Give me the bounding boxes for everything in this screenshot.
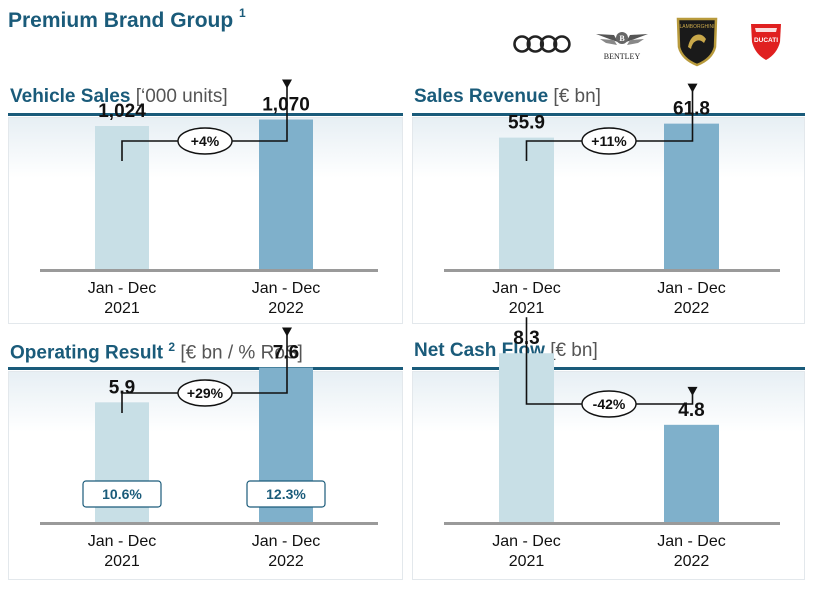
sales-revenue-tick-label-period-2021: Jan - Dec [492, 280, 560, 297]
sales-revenue-chart: 55.9 Jan - Dec 2021 61.8 Jan - Dec 2022 +11% [444, 83, 780, 317]
net-cash-flow-rule [412, 367, 805, 370]
operating-result-ros-label-2022: 12.3% [266, 486, 306, 502]
operating-result-tick-label-year-2022: 2022 [268, 553, 304, 570]
operating-result-ros-label-2021: 10.6% [102, 486, 142, 502]
operating-result-tick-label-period-2022: Jan - Dec [252, 533, 320, 550]
net-cash-flow-change-label: -42% [593, 396, 626, 412]
net-cash-flow-bar-2022 [664, 424, 719, 523]
operating-result-title-text: Operating Result [10, 342, 164, 364]
sales-revenue-title-text: Sales Revenue [414, 86, 549, 107]
vehicle-sales-tick-label-period-2021: Jan - Dec [88, 280, 156, 297]
operating-result-change-arrowhead [282, 327, 292, 337]
operating-result-ros-box-2021 [82, 480, 162, 508]
net-cash-flow-tick-label-period-2021: Jan - Dec [492, 533, 560, 550]
sales-revenue-tick-label-year-2021: 2021 [509, 300, 545, 317]
net-cash-flow-change-bubble [581, 390, 637, 418]
operating-result-ros-box-2022 [246, 480, 326, 508]
sales-revenue-unit: [€ bn] [553, 86, 601, 107]
vehicle-sales-change-arrowhead [282, 79, 292, 89]
net-cash-flow-tick-label-year-2021: 2021 [509, 553, 545, 570]
sales-revenue-rule [412, 113, 805, 116]
brand-logos: B BENTLEY LAMBORGHINI DUCATI [0, 15, 813, 70]
net-cash-flow-tick-label-year-2022: 2022 [674, 553, 710, 570]
vehicle-sales-tick-label-year-2022: 2022 [268, 300, 304, 317]
net-cash-flow-value-label-2022: 4.8 [678, 400, 704, 421]
sales-revenue-value-label-2021: 55.9 [508, 113, 545, 134]
operating-result-change-bubble [177, 379, 233, 407]
sales-revenue-value-label-2022: 61.8 [673, 99, 710, 120]
title-footnote: 1 [239, 6, 246, 20]
sales-revenue-tick-label-year-2022: 2022 [674, 300, 710, 317]
bentley-wordmark: BENTLEY [604, 52, 641, 61]
vehicle-sales-chart: 1,024 Jan - Dec 2021 1,070 Jan - Dec 2022 +4% [40, 79, 378, 317]
ducati-wordmark: DUCATI [754, 37, 778, 44]
sales-revenue-change-bubble [581, 127, 637, 155]
vehicle-sales-title-text: Vehicle Sales [10, 86, 131, 107]
operating-result-unit: [€ bn / % RoS] [180, 342, 303, 364]
net-cash-flow-unit: [€ bn] [550, 340, 598, 361]
page-title: Premium Brand Group 1 [8, 6, 246, 33]
operating-result-tick-label-year-2021: 2021 [104, 553, 140, 570]
sales-revenue-title: Sales Revenue [€ bn] [414, 86, 601, 108]
operating-result-title: Operating Result 2 [€ bn / % RoS] [10, 340, 303, 364]
vehicle-sales-tick-label-year-2021: 2021 [104, 300, 140, 317]
operating-result-change-label: +29% [187, 385, 224, 401]
svg-text:B: B [619, 34, 625, 43]
sales-revenue-bar-2022 [664, 123, 719, 270]
vehicle-sales-change-bubble [177, 127, 233, 155]
sales-revenue-change-label: +11% [591, 133, 627, 149]
vehicle-sales-tick-label-period-2022: Jan - Dec [252, 280, 320, 297]
vehicle-sales-title: Vehicle Sales [‘000 units] [10, 86, 228, 108]
sales-revenue-tick-label-period-2022: Jan - Dec [657, 280, 725, 297]
ducati-shield-icon: DUCATI [751, 24, 781, 60]
audi-rings-icon [513, 35, 571, 53]
net-cash-flow-tick-label-period-2022: Jan - Dec [657, 533, 725, 550]
lamborghini-wordmark: LAMBORGHINI [679, 24, 714, 30]
net-cash-flow-change-arrowhead [687, 386, 698, 396]
page-title-text: Premium Brand Group [8, 9, 234, 32]
vehicle-sales-unit: [‘000 units] [135, 86, 228, 107]
sales-revenue-change-arrowhead [687, 83, 698, 93]
vehicle-sales-value-label-2021: 1,024 [98, 101, 146, 122]
vehicle-sales-rule [8, 113, 403, 116]
vehicle-sales-bar-2022 [259, 119, 313, 270]
vehicle-sales-change-label: +4% [191, 133, 220, 149]
operating-result-rule [8, 367, 403, 370]
operating-result-footnote: 2 [168, 340, 176, 354]
operating-result-tick-label-period-2021: Jan - Dec [88, 533, 156, 550]
bentley-wings-icon: B BENTLEY [596, 32, 648, 61]
vehicle-sales-value-label-2022: 1,070 [262, 95, 310, 116]
lamborghini-shield-icon: LAMBORGHINI [676, 17, 718, 67]
operating-result-value-label-2022: 7.6 [273, 343, 299, 364]
